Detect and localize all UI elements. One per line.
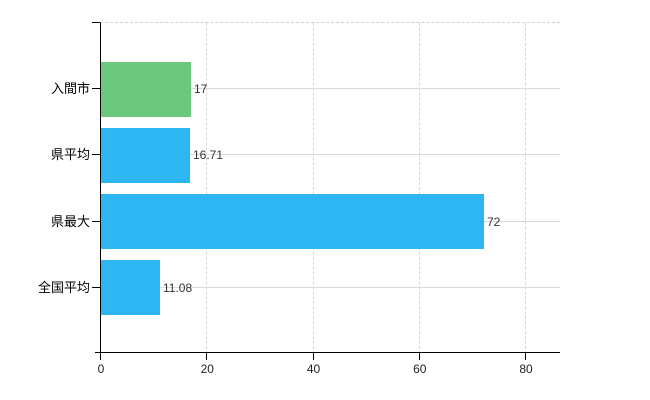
horizontal-gridline: [101, 154, 560, 156]
x-axis-tick: [418, 353, 420, 360]
value-label: 17: [194, 82, 208, 96]
horizontal-gridline: [101, 88, 560, 90]
y-axis-tick: [92, 88, 100, 89]
y-axis-tick: [92, 221, 100, 222]
x-tick-label: 60: [413, 362, 427, 376]
value-label: 11.08: [163, 281, 193, 295]
y-axis-tick: [92, 287, 100, 288]
x-axis-line: [95, 352, 560, 353]
category-label: 県最大: [50, 214, 90, 229]
bar: [101, 128, 190, 183]
x-tick-label: 0: [97, 362, 105, 376]
vertical-gridline: [525, 23, 526, 354]
x-axis-tick: [206, 353, 208, 360]
x-axis-tick: [100, 353, 101, 360]
plot-area: [100, 22, 560, 354]
bar: [101, 260, 160, 315]
x-tick-label: 40: [306, 362, 321, 376]
y-axis-top-tick: [92, 22, 100, 23]
value-label: 16.71: [193, 148, 224, 162]
vertical-gridline: [206, 23, 208, 354]
category-label: 全国平均: [37, 280, 90, 295]
horizontal-gridline: [101, 286, 560, 288]
bar: [101, 62, 191, 117]
y-axis-tick: [92, 154, 100, 155]
category-label: 入間市: [50, 81, 90, 96]
bar: [101, 194, 484, 249]
x-axis-tick: [312, 353, 314, 360]
value-label: 72: [487, 215, 501, 229]
x-axis-tick: [525, 353, 526, 360]
vertical-gridline: [312, 23, 314, 354]
vertical-gridline: [418, 23, 420, 354]
x-tick-label: 20: [200, 362, 214, 376]
x-tick-label: 80: [519, 362, 533, 376]
category-label: 県平均: [50, 147, 90, 162]
